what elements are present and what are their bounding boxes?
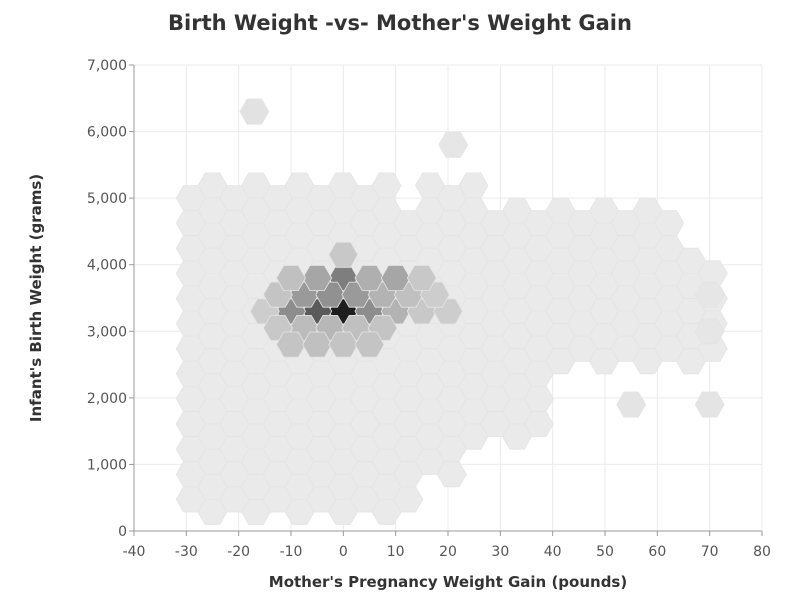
y-tick-label: 0 — [118, 524, 127, 540]
hexbin-cell — [393, 486, 424, 513]
hexbin-cell — [276, 331, 306, 358]
x-tick-label: -40 — [123, 544, 146, 560]
hexbin-cell — [616, 391, 647, 418]
hexbin-cell — [694, 281, 725, 308]
x-tick-label: -20 — [227, 544, 250, 560]
x-axis-label: Mother's Pregnancy Weight Gain (pounds) — [269, 573, 627, 591]
hexbin-cell — [354, 265, 385, 292]
hexbin-cell — [276, 265, 306, 292]
axes: -40 -30 -20 -10 0 10 20 30 40 50 60 70 80 0 1,000 2,000… — [87, 58, 771, 560]
x-tick-label: 40 — [544, 544, 562, 560]
x-tick-label: 0 — [339, 544, 348, 560]
y-tick-label: 7,000 — [87, 58, 127, 74]
y-tick-label: 1,000 — [87, 457, 127, 473]
hexbin-cell — [328, 331, 359, 358]
hexbin-cell — [694, 318, 725, 345]
hexbin-cell — [406, 265, 437, 292]
y-tick-label: 5,000 — [87, 191, 127, 207]
x-tick-label: 60 — [648, 544, 666, 560]
x-tick-label: -10 — [280, 544, 303, 560]
hexbin-cell — [354, 331, 385, 358]
hexbin-cell — [328, 241, 359, 268]
hexbin-cell — [436, 461, 467, 488]
hexbin-cell — [239, 98, 270, 125]
x-tick-label: -30 — [175, 544, 198, 560]
x-tick-label: 10 — [387, 544, 405, 560]
x-tick-label: 20 — [439, 544, 457, 560]
y-tick-label: 2,000 — [87, 391, 127, 407]
y-axis-label: Infant's Birth Weight (grams) — [27, 174, 45, 422]
hexbin-cell — [438, 131, 469, 158]
hexbin-cell — [523, 411, 554, 438]
y-tick-label: 3,000 — [87, 324, 127, 340]
hexbin-cells — [175, 98, 728, 525]
y-tick-label: 4,000 — [87, 258, 127, 274]
y-tick-label: 6,000 — [87, 125, 127, 141]
x-tick-label: 80 — [753, 544, 771, 560]
x-tick-label: 50 — [596, 544, 614, 560]
x-tick-label: 30 — [491, 544, 509, 560]
x-tick-label: 70 — [701, 544, 719, 560]
hexbin-cell — [380, 265, 411, 292]
hexbin-cell — [694, 391, 725, 418]
hexbin-cell — [302, 331, 333, 358]
chart-title: Birth Weight -vs- Mother's Weight Gain — [168, 11, 632, 35]
